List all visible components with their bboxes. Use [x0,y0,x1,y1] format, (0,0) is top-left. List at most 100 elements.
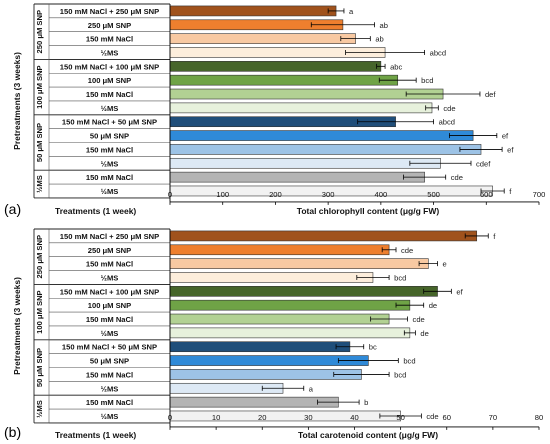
bar [169,286,438,297]
bar [169,144,482,155]
bar [169,33,356,44]
bar [169,299,411,311]
x-tick-label: 500 [427,190,440,199]
group-label: 50 μM SNP [35,348,44,387]
bar [169,230,478,242]
y-axis-title: Pretreatments (3 weeks) [12,52,22,150]
significance-letter: a [309,384,314,393]
bar-category-label: 50 μM SNP [90,357,129,366]
x-tick-label: 0 [168,190,172,199]
significance-letter: abcd [430,48,446,57]
x-tick-label: 80 [535,413,543,422]
x-tick-label: 30 [304,413,312,422]
bar [169,61,382,72]
bar-category-label: ½MS [101,412,119,421]
bar [169,396,339,408]
chart-panel-b: 150 mM NaCl + 250 μM SNP f 250 μM SNP cde 15… [4,228,543,440]
bar-category-label: 100 μM SNP [88,301,131,310]
bar [169,327,411,339]
bar [169,410,401,422]
significance-letter: f [509,187,512,196]
significance-letter: b [364,398,368,407]
bar [169,130,474,141]
x-tick-label: 700 [533,190,546,199]
x-tick-label: 50 [396,413,404,422]
group-label: ½MS [35,400,44,418]
significance-letter: abc [390,62,402,71]
bar-category-label: 150 mM NaCl + 250 μM SNP [60,232,159,241]
bar [169,74,399,86]
significance-letter: bcd [421,76,433,85]
bar-category-label: ½MS [101,384,119,393]
bar-category-label: 100 μM SNP [88,76,131,85]
significance-letter: ab [380,21,388,30]
bar-category-label: ½MS [101,104,119,113]
bar-category-label: ½MS [101,159,119,168]
bar [169,157,441,169]
group-label: 250 μM SNP [35,10,44,53]
bar-category-label: 150 mM NaCl + 50 μM SNP [62,343,157,352]
significance-letter: bcd [394,273,406,282]
bar-category-label: 250 μM SNP [88,21,131,30]
significance-letter: de [429,301,437,310]
x-tick-label: 200 [269,190,282,199]
bar-category-label: 150 mM NaCl [86,260,133,269]
y-axis-title: Pretreatments (3 weeks) [12,277,22,375]
significance-letter: cde [451,173,463,182]
bar-category-label: 50 μM SNP [90,132,129,141]
bar-category-label: 150 mM NaCl [86,35,133,44]
bar [169,244,390,256]
bar-category-label: 150 mM NaCl + 100 μM SNP [60,287,159,296]
bar-category-label: 150 mM NaCl [86,173,133,182]
x-tick-label: 20 [258,413,266,422]
bar [169,102,433,114]
significance-letter: ef [456,287,463,296]
x-tick-label: 60 [443,413,451,422]
x-tick-label: 70 [489,413,497,422]
significance-letter: cde [401,246,413,255]
significance-letter: de [420,329,428,338]
significance-letter: cde [443,104,455,113]
bar-category-label: 150 mM NaCl + 50 μM SNP [62,118,157,127]
bar-category-label: 150 mM NaCl [86,398,133,407]
bar [169,171,425,183]
significance-letter: bcd [394,370,406,379]
bar-category-label: 150 mM NaCl + 250 μM SNP [60,7,159,16]
bar [169,272,374,283]
significance-letter: ef [507,145,514,154]
bar-category-label: 250 μM SNP [88,246,131,255]
significance-letter: a [349,7,354,16]
bar-category-label: ½MS [101,187,119,196]
bar-category-label: 150 mM NaCl + 100 μM SNP [60,62,159,71]
treatment-axis-label: Treatments (1 week) [55,206,136,216]
x-axis-title: Total carotenoid content (μg/g FW) [298,430,438,440]
significance-letter: bc [369,343,377,352]
significance-letter: cdef [476,159,491,168]
bar-category-label: 150 mM NaCl [86,315,133,324]
group-label: 100 μM SNP [35,65,44,108]
bar-category-label: 150 mM NaCl [86,370,133,379]
bar [169,258,429,269]
significance-letter: f [493,232,496,241]
chart-panel-a: 150 mM NaCl + 250 μM SNP a 250 μM SNP ab 150… [4,3,546,217]
bar [169,341,351,353]
x-axis-title: Total chlorophyll content (μg/g FW) [297,206,440,216]
significance-letter: cde [426,412,438,421]
bar [169,88,444,100]
group-label: 100 μM SNP [35,290,44,333]
x-tick-label: 400 [375,190,388,199]
x-tick-label: 300 [322,190,335,199]
treatment-axis-label: Treatments (1 week) [55,430,136,440]
bar-category-label: ½MS [101,329,119,338]
significance-letter: cde [413,315,425,324]
bar-category-label: 150 mM NaCl [86,145,133,154]
panel-label: (a) [4,201,21,217]
significance-letter: ef [502,132,509,141]
x-tick-label: 100 [216,190,229,199]
significance-letter: ab [375,35,383,44]
significance-letter: def [485,90,496,99]
bar-category-label: ½MS [101,48,119,57]
bar [169,313,390,325]
bar-category-label: ½MS [101,273,119,282]
bar [169,5,337,17]
